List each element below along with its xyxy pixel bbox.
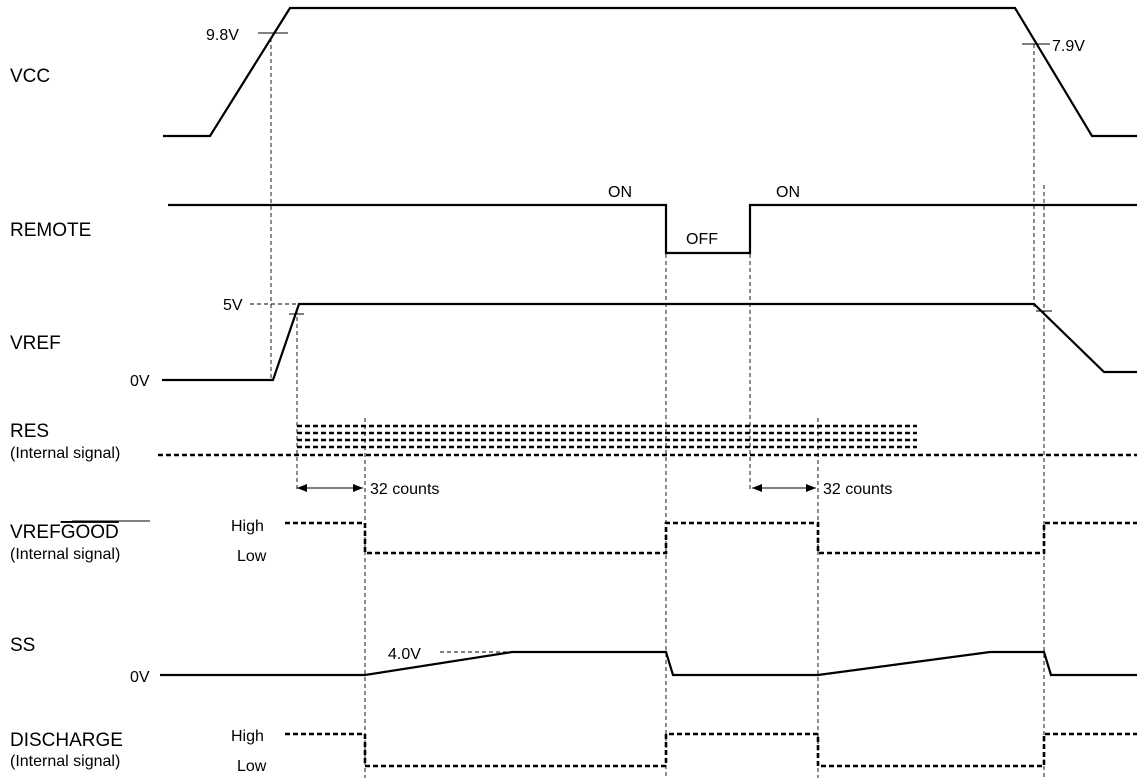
- ss-four-volt-level: 4.0V: [388, 646, 421, 663]
- count-arrow-head-left: [752, 484, 762, 492]
- remote-off-label: OFF: [686, 231, 718, 248]
- remote-on-right-label: ON: [776, 184, 800, 201]
- discharge-label: DISCHARGE: [10, 730, 123, 751]
- vrefgood-signal: VREFGOOD (Internal signal) High Low: [10, 518, 1137, 565]
- remote-label: REMOTE: [10, 220, 91, 241]
- vrefgood-internal-note: (Internal signal): [10, 546, 120, 563]
- vcc-waveform: [163, 6, 1137, 138]
- ss-signal: SS 0V 4.0V: [10, 635, 1137, 686]
- vrefgood-label-overline: GOOD: [61, 522, 119, 543]
- res-count-left: 32 counts: [297, 481, 439, 498]
- vref-label: VREF: [10, 333, 61, 354]
- discharge-low-label: Low: [237, 758, 267, 775]
- remote-waveform: [168, 203, 1137, 255]
- res-internal-note: (Internal signal): [10, 445, 120, 462]
- remote-on-left-label: ON: [608, 184, 632, 201]
- count-label-right: 32 counts: [823, 481, 892, 498]
- ss-label: SS: [10, 635, 35, 656]
- vcc-label: VCC: [10, 66, 50, 87]
- vcc-signal: VCC 9.8V 7.9V: [10, 6, 1137, 138]
- res-label: RES: [10, 421, 49, 442]
- count-arrow-head-right: [806, 484, 816, 492]
- ss-zero-level: 0V: [130, 669, 150, 686]
- res-count-right: 32 counts: [752, 481, 892, 498]
- ss-waveform: [160, 650, 1137, 677]
- count-arrow-head-right: [353, 484, 363, 492]
- vref-zero-level: 0V: [130, 373, 150, 390]
- guide-lines: [270, 38, 1045, 778]
- res-pulse-train: [297, 424, 917, 449]
- vrefgood-label: VREFGOOD: [10, 522, 119, 543]
- discharge-internal-note: (Internal signal): [10, 753, 120, 770]
- discharge-signal: DISCHARGE (Internal signal) High Low: [10, 728, 1137, 775]
- remote-signal: REMOTE ON OFF ON: [10, 184, 1137, 255]
- vcc-rise-threshold: 9.8V: [206, 27, 239, 44]
- vrefgood-low-label: Low: [237, 548, 267, 565]
- vrefgood-waveform: [285, 521, 1137, 555]
- count-arrow-head-left: [297, 484, 307, 492]
- vref-signal: VREF 0V 5V: [10, 297, 1137, 390]
- vcc-fall-threshold: 7.9V: [1052, 38, 1085, 55]
- vref-five-volt-level: 5V: [223, 297, 243, 314]
- discharge-high-label: High: [231, 728, 264, 745]
- vrefgood-label-prefix: VREF: [10, 522, 61, 543]
- vrefgood-high-label: High: [231, 518, 264, 535]
- res-signal: RES (Internal signal) 32 counts 32 count…: [10, 421, 1137, 498]
- vref-waveform: [162, 302, 1137, 382]
- count-label-left: 32 counts: [370, 481, 439, 498]
- discharge-waveform: [285, 732, 1137, 768]
